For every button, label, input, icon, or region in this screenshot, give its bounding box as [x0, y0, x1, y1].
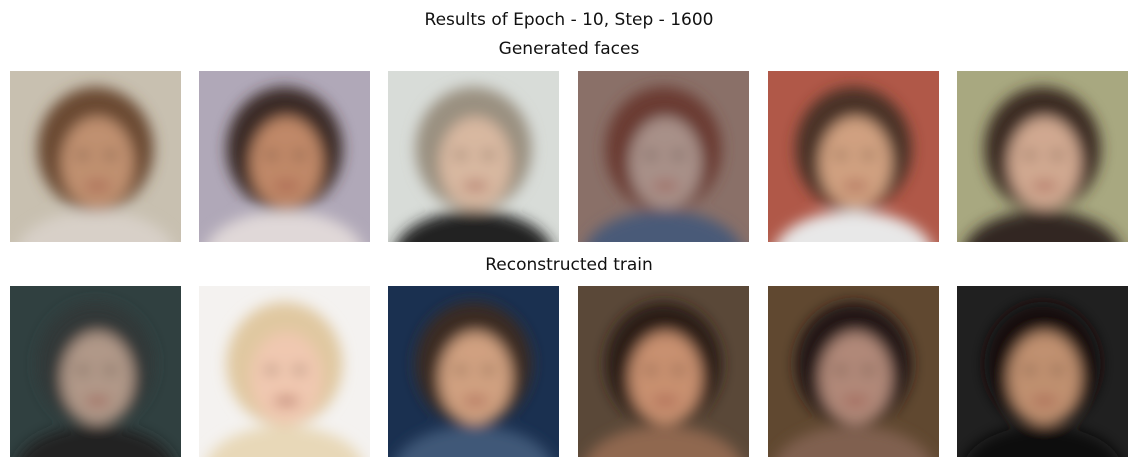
mouth [1031, 182, 1058, 190]
mouth [652, 182, 679, 190]
mouth [84, 397, 111, 405]
image-content [587, 87, 740, 242]
eye [834, 152, 847, 158]
shoulders [19, 426, 172, 457]
eye [482, 367, 495, 373]
face [1008, 332, 1081, 424]
face-image [199, 71, 370, 242]
eye [644, 152, 657, 158]
image-content [966, 87, 1119, 242]
face-image [10, 286, 181, 457]
face-image [578, 286, 749, 457]
image-content [397, 87, 550, 242]
face [819, 117, 892, 209]
face [819, 332, 892, 424]
face-image [578, 71, 749, 242]
eye [672, 152, 685, 158]
shoulders [208, 211, 361, 242]
eye [104, 152, 117, 158]
mouth [462, 397, 489, 405]
shoulders [208, 426, 361, 457]
shoulders [587, 211, 740, 242]
image-content [19, 87, 172, 242]
face-image [768, 71, 939, 242]
face [250, 117, 323, 209]
row-title: Generated faces [499, 39, 640, 59]
face [439, 117, 512, 209]
eye [265, 367, 278, 373]
face [61, 117, 134, 209]
face [250, 332, 323, 424]
face-image [10, 71, 181, 242]
mouth [842, 397, 869, 405]
mouth [1031, 397, 1058, 405]
mouth [652, 397, 679, 405]
image-content [397, 302, 550, 457]
eye [862, 367, 875, 373]
figure-title: Results of Epoch - 10, Step - 1600 [425, 10, 714, 30]
eye [104, 367, 117, 373]
mouth [84, 182, 111, 190]
eye [644, 367, 657, 373]
eye [454, 152, 467, 158]
image-content [777, 302, 930, 457]
face [439, 332, 512, 424]
shoulders [19, 211, 172, 242]
eye [265, 152, 278, 158]
face-image [199, 286, 370, 457]
eye [293, 367, 306, 373]
image-content [587, 302, 740, 457]
eye [672, 367, 685, 373]
shoulders [397, 211, 550, 242]
eye [1023, 367, 1036, 373]
mouth [462, 182, 489, 190]
mouth [273, 182, 300, 190]
face-image [388, 286, 559, 457]
face [629, 332, 702, 424]
face-image [957, 286, 1128, 457]
shoulders [966, 426, 1119, 457]
image-content [208, 87, 361, 242]
eye [1051, 152, 1064, 158]
eye [1023, 152, 1036, 158]
eye [454, 367, 467, 373]
eye [482, 152, 495, 158]
eye [293, 152, 306, 158]
face [61, 332, 134, 424]
image-content [777, 87, 930, 242]
eye [76, 152, 89, 158]
face-image [957, 71, 1128, 242]
eye [76, 367, 89, 373]
face-image [388, 71, 559, 242]
shoulders [587, 426, 740, 457]
mouth [842, 182, 869, 190]
row-title: Reconstructed train [485, 255, 653, 275]
shoulders [777, 426, 930, 457]
image-content [19, 302, 172, 457]
shoulders [966, 211, 1119, 242]
image-content [208, 302, 361, 457]
face [629, 117, 702, 209]
shoulders [397, 426, 550, 457]
face [1008, 117, 1081, 209]
eye [1051, 367, 1064, 373]
shoulders [777, 211, 930, 242]
eye [862, 152, 875, 158]
mouth [273, 397, 300, 405]
eye [834, 367, 847, 373]
image-content [966, 302, 1119, 457]
face-image [768, 286, 939, 457]
